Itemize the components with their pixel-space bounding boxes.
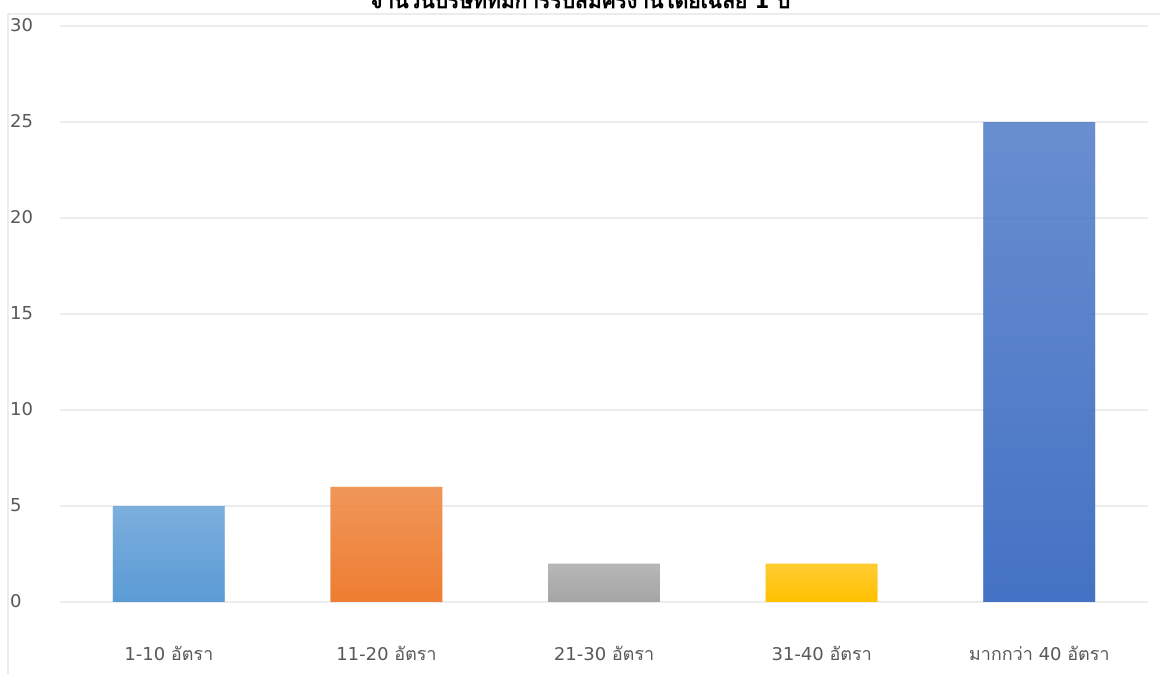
y-tick-label: 10 (10, 399, 33, 420)
x-tick-label: 31-40 อัตรา (771, 644, 871, 665)
y-tick-label: 15 (10, 303, 33, 324)
x-tick-label: มากกว่า 40 อัตรา (969, 644, 1110, 665)
y-tick-label: 5 (10, 495, 21, 516)
y-tick-label: 30 (10, 15, 33, 36)
y-tick-label: 20 (10, 207, 33, 228)
bar (548, 563, 660, 602)
y-tick-label: 25 (10, 111, 33, 132)
bar (330, 486, 443, 602)
x-tick-label: 21-30 อัตรา (554, 644, 654, 665)
y-tick-label: 0 (10, 591, 21, 612)
chart-title: จำนวนบริษัทที่มีการรับสมัครงานโดยเฉลี่ย … (370, 0, 790, 13)
bar (112, 506, 225, 602)
x-tick-label: 11-20 อัตรา (336, 644, 436, 665)
bar (765, 563, 878, 602)
x-tick-label: 1-10 อัตรา (124, 644, 213, 665)
bar (983, 122, 1096, 602)
